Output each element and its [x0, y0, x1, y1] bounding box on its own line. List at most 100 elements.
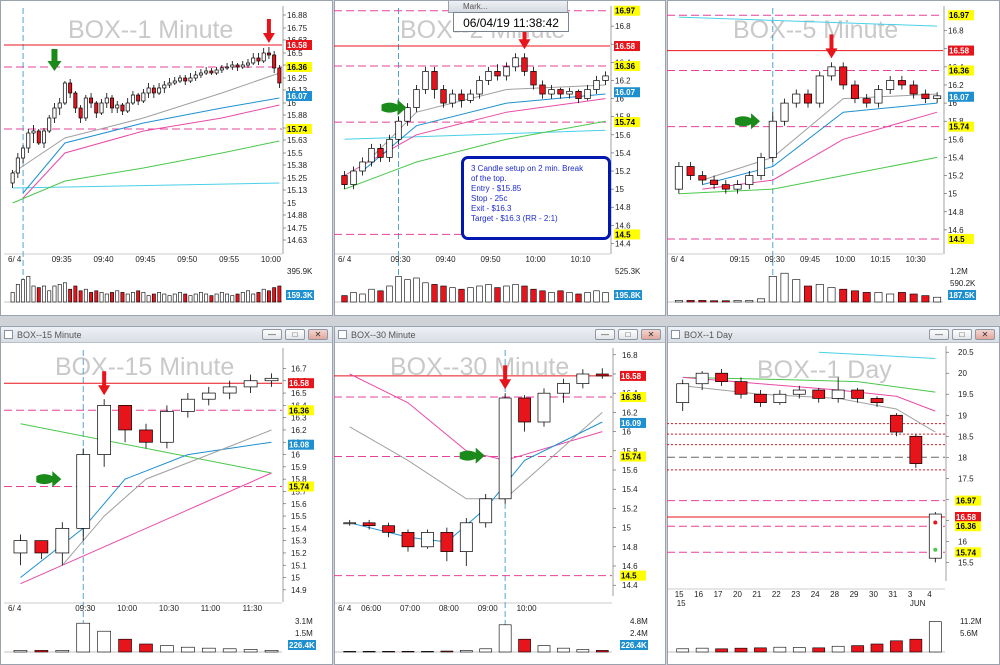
- x-tick-label: 09:45: [800, 255, 821, 264]
- volume-bar: [377, 290, 384, 303]
- candle-body: [125, 102, 130, 112]
- x-tick-label: 09:40: [94, 255, 115, 264]
- volume-bar: [539, 290, 546, 303]
- candle-body: [266, 52, 271, 56]
- moving-average-line: [344, 129, 606, 140]
- chart-panel-15min: BOX--15 Minute — □ ✕: [0, 326, 333, 665]
- candle-body: [530, 71, 537, 86]
- candle-body: [494, 71, 501, 77]
- x-tick-label: 16: [694, 590, 703, 599]
- price-tag: [614, 229, 640, 240]
- y-tick-label: 14.8: [948, 208, 964, 217]
- volume-bar: [851, 290, 859, 303]
- candle-body: [539, 84, 546, 95]
- volume-bar: [243, 649, 258, 653]
- candle-body: [593, 80, 600, 90]
- maximize-button[interactable]: □: [618, 329, 638, 340]
- y-tick-label: 16.75: [287, 24, 308, 33]
- candle-body: [368, 148, 375, 163]
- candle-body: [557, 383, 570, 394]
- price-tag-label: 16.09: [621, 419, 642, 428]
- window-titlebar[interactable]: BOX--1 Day — □ ✕: [668, 327, 999, 343]
- candle-body: [118, 405, 132, 431]
- price-tag-label: 15.74: [621, 453, 642, 462]
- volume-bar: [431, 284, 438, 303]
- price-tag: [620, 451, 646, 462]
- y-tick-label: 15.1: [291, 561, 307, 570]
- volume-bar: [57, 284, 62, 303]
- y-tick-label: 16: [615, 95, 624, 104]
- candle-body: [890, 414, 903, 433]
- price-tag: [286, 40, 312, 50]
- candle-body: [157, 87, 162, 94]
- candle-body: [130, 94, 135, 104]
- candle-body: [886, 80, 895, 90]
- y-tick-label: 16: [958, 537, 967, 546]
- x-tick-label: 6/ 4: [671, 255, 685, 264]
- volume-bar: [350, 292, 357, 303]
- x-tick-label: 09:15: [730, 255, 751, 264]
- window-titlebar[interactable]: BOX--30 Minute — □ ✕: [335, 327, 665, 343]
- x-tick-label: 11:30: [243, 604, 263, 613]
- close-button[interactable]: ✕: [308, 329, 328, 340]
- x-tick-label: 10:30: [906, 255, 927, 264]
- y-tick-label: 15.13: [287, 186, 308, 195]
- x-tick-label: 28: [830, 590, 839, 599]
- candle-body: [146, 87, 151, 94]
- price-tag: [955, 511, 981, 522]
- candle-body: [831, 389, 845, 399]
- candle-body: [235, 64, 240, 68]
- candle-body: [21, 147, 26, 159]
- volume-bar: [118, 638, 132, 653]
- moving-average-line: [22, 97, 280, 194]
- price-tag-label: 16.08: [289, 441, 310, 450]
- close-button[interactable]: ✕: [975, 329, 995, 340]
- candle-body: [55, 527, 70, 554]
- volume-bar: [42, 285, 46, 303]
- x-tick-label: 6/ 4: [338, 604, 352, 613]
- minimize-button[interactable]: —: [262, 329, 282, 340]
- maximize-button[interactable]: □: [952, 329, 972, 340]
- volume-bar: [933, 296, 942, 303]
- volume-tag: [614, 290, 642, 300]
- price-tag-label: 16.36: [956, 522, 977, 531]
- y-tick-label: 16.8: [622, 351, 638, 360]
- moving-average-line: [682, 376, 936, 393]
- red-down-arrow-icon: [825, 34, 838, 59]
- window-titlebar[interactable]: BOX--15 Minute — □ ✕: [1, 327, 332, 343]
- volume-bar: [89, 292, 93, 303]
- volume-bar: [222, 648, 237, 653]
- candle-body: [467, 93, 474, 101]
- x-tick-label: 15: [675, 590, 684, 599]
- minimize-button[interactable]: —: [595, 329, 615, 340]
- candle-body: [243, 380, 258, 388]
- candle-body: [566, 90, 573, 95]
- volume-bar: [386, 285, 393, 303]
- price-tag-label: 16.07: [615, 88, 636, 97]
- candle-body: [584, 89, 591, 99]
- volume-bar: [110, 292, 114, 303]
- price-tag: [955, 495, 981, 506]
- y-tick-label: 14.4: [622, 581, 638, 590]
- marker-popup-title: Mark...: [463, 2, 488, 11]
- candle-body: [167, 82, 172, 86]
- price-tag-label: 16.58: [287, 41, 308, 50]
- volume-bar: [230, 295, 235, 303]
- close-button[interactable]: ✕: [641, 329, 661, 340]
- y-tick-label: 15: [948, 190, 957, 199]
- volume-bar: [261, 288, 266, 303]
- x-tick-label: 09:30: [391, 255, 412, 264]
- chart-watermark-title: BOX--15 Minute: [55, 353, 234, 381]
- minimize-button[interactable]: —: [929, 329, 949, 340]
- maximize-button[interactable]: □: [285, 329, 305, 340]
- volume-bar: [754, 647, 767, 653]
- volume-tag: [948, 290, 976, 300]
- moving-average-line: [818, 351, 936, 359]
- volume-bar: [131, 292, 135, 303]
- candle-body: [183, 77, 188, 82]
- candle-body: [178, 77, 182, 82]
- y-tick-label: 15.6: [948, 135, 964, 144]
- price-tag: [620, 570, 646, 581]
- candle-body: [261, 52, 266, 62]
- x-tick-label: 10:10: [571, 255, 592, 264]
